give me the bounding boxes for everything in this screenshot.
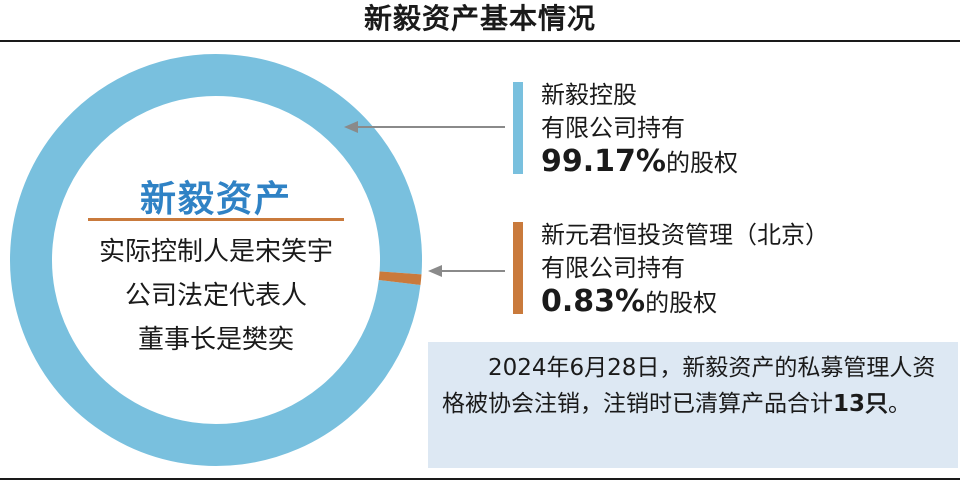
holder-1-name-line2: 有限公司持有 [541, 114, 685, 142]
holder-1-color-bar [513, 82, 523, 174]
note-text: 2024年6月28日，新毅资产的私募管理人资格被协会注销，注销时已清算产品合计1… [442, 350, 947, 422]
bottom-divider [0, 478, 960, 480]
page-title: 新毅资产基本情况 [363, 2, 596, 35]
note-count: 13只 [833, 391, 889, 417]
donut-slice-1 [10, 54, 422, 466]
holder-2-name-line1: 新元君恒投资管理（北京） [541, 221, 829, 249]
title-divider [0, 40, 960, 42]
note-end: 。 [888, 391, 912, 417]
donut-center-divider [88, 218, 344, 221]
holder-2-arrow-head [428, 265, 442, 277]
note-body: 2024年6月28日，新毅资产的私募管理人资格被协会注销，注销时已清算产品合计 [442, 355, 936, 417]
holder-1-suffix: 的股权 [665, 149, 738, 177]
holder-1-share-line: 99.17%的股权 [541, 145, 941, 180]
holder-1-label: 新毅控股 有限公司持有 99.17%的股权 [541, 79, 941, 180]
actual-controller-text: 实际控制人是宋笑宇 [98, 237, 333, 267]
holder-2-label: 新元君恒投资管理（北京） 有限公司持有 0.83%的股权 [541, 219, 941, 320]
chairman-text: 董事长是樊奕 [137, 325, 294, 355]
holder-1-percent: 99.17% [541, 144, 666, 179]
holder-1-arrow-head [344, 121, 358, 133]
holder-2-percent: 0.83% [541, 284, 646, 319]
donut-center-title: 新毅资产 [139, 179, 292, 220]
holder-2-suffix: 的股权 [645, 289, 718, 317]
note-box [428, 342, 958, 468]
holder-1-name-line1: 新毅控股 [541, 81, 637, 109]
holder-2-name-line2: 有限公司持有 [541, 254, 685, 282]
holder-2-color-bar [513, 222, 523, 314]
legal-rep-text: 公司法定代表人 [124, 281, 307, 311]
holder-2-share-line: 0.83%的股权 [541, 285, 941, 320]
donut-slice-2 [378, 271, 422, 286]
